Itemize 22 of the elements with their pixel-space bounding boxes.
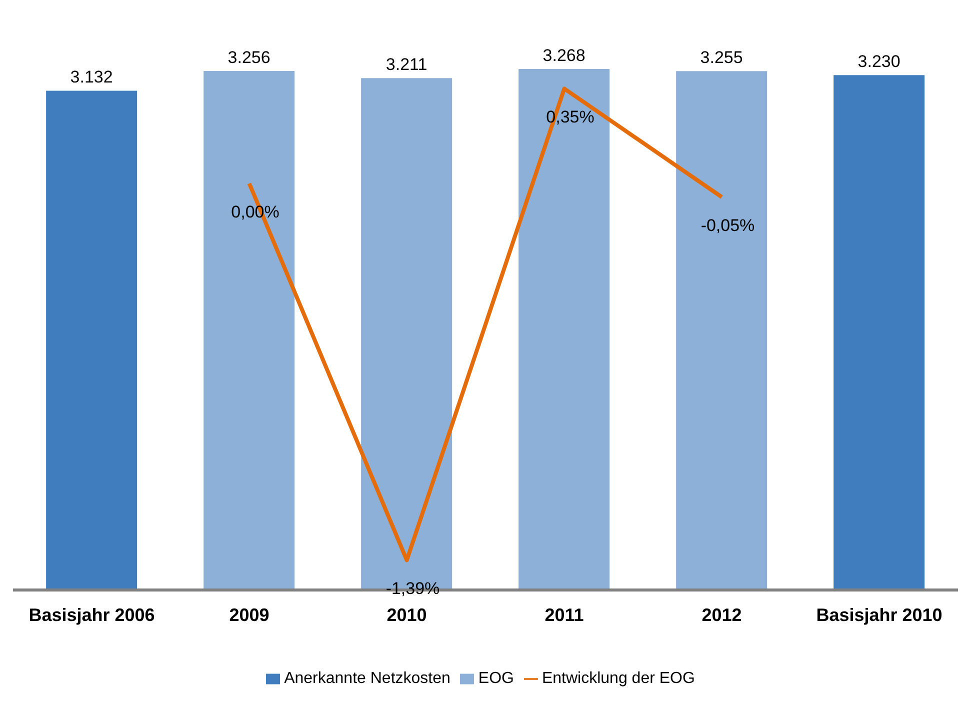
bar (518, 69, 610, 590)
data-label: -1,39% (386, 579, 440, 598)
data-label: 3.256 (228, 48, 270, 67)
x-tick-label: 2009 (229, 604, 270, 625)
bar (676, 71, 768, 590)
legend-label: EOG (478, 670, 514, 687)
data-label: 3.211 (386, 55, 428, 74)
data-label: 3.268 (542, 46, 586, 66)
x-tick-label: Basisjahr 2010 (816, 604, 942, 625)
legend-label: Entwicklung der EOG (542, 670, 695, 687)
data-label: 3.255 (700, 48, 743, 68)
x-tick-label: 2010 (386, 604, 427, 625)
bar (204, 70, 295, 590)
bar (834, 75, 925, 590)
data-label: 3.132 (70, 68, 113, 87)
legend-label: Anerkannte Netzkosten (284, 670, 450, 687)
x-tick-label: Basisjahr 2006 (28, 604, 155, 625)
data-label: 3.230 (858, 52, 900, 72)
x-tick-label: 2012 (702, 604, 742, 625)
x-tick-label: 2011 (544, 604, 584, 625)
data-label: -0,05% (700, 216, 755, 236)
bar (46, 90, 138, 590)
